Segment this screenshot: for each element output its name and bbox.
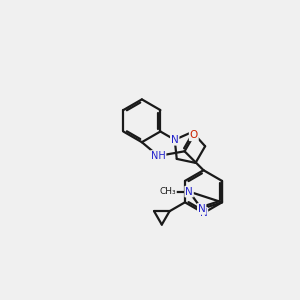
Text: NH: NH — [151, 151, 166, 161]
Text: N: N — [198, 204, 206, 214]
Text: O: O — [190, 130, 198, 140]
Text: CH₃: CH₃ — [159, 187, 176, 196]
Text: N: N — [185, 187, 193, 196]
Text: N: N — [171, 135, 178, 145]
Text: N: N — [200, 208, 207, 218]
